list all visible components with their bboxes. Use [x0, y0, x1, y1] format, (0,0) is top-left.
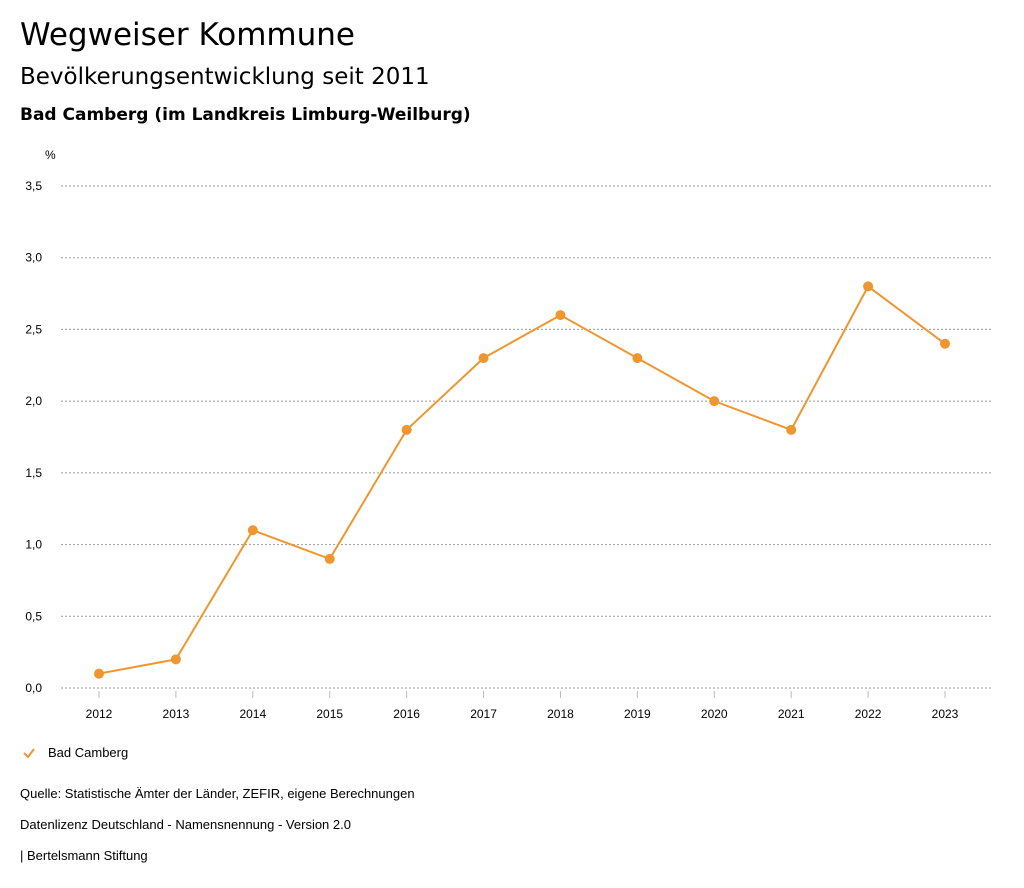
data-point	[401, 424, 412, 435]
x-tick-label: 2016	[393, 707, 420, 721]
data-point	[478, 353, 489, 364]
y-axis-label: %	[45, 148, 56, 162]
data-point	[632, 353, 643, 364]
data-point	[247, 525, 258, 536]
data-point	[324, 553, 335, 564]
x-tick-label: 2015	[316, 707, 343, 721]
y-tick-label: 3,0	[25, 251, 42, 265]
data-point	[170, 654, 181, 665]
y-tick-label: 3,5	[25, 179, 42, 193]
y-tick-label: 0,5	[25, 609, 42, 623]
checkmark-icon	[23, 747, 35, 759]
legend-label: Bad Camberg	[48, 745, 129, 760]
chart-subtitle: Bevölkerungsentwicklung seit 2011	[20, 64, 430, 90]
x-tick-label: 2022	[855, 707, 882, 721]
data-point	[940, 338, 950, 349]
x-tick-label: 2013	[163, 707, 190, 721]
y-tick-label: 0,0	[25, 681, 42, 695]
y-tick-label: 1,0	[25, 538, 42, 552]
page-title: Wegweiser Kommune	[20, 17, 355, 53]
series-line	[98, 284, 946, 675]
source-text: Quelle: Statistische Ämter der Länder, Z…	[20, 786, 415, 801]
x-tick-label: 2020	[701, 707, 728, 721]
x-tick-label: 2023	[932, 707, 959, 721]
y-tick-label: 2,5	[25, 322, 42, 336]
x-tick-label: 2019	[624, 707, 651, 721]
region-title: Bad Camberg (im Landkreis Limburg-Weilbu…	[20, 105, 471, 125]
y-tick-label: 2,0	[25, 394, 42, 408]
license-text: Datenlizenz Deutschland - Namensnennung …	[20, 817, 351, 832]
x-tick-label: 2018	[547, 707, 574, 721]
data-point	[863, 281, 874, 292]
x-tick-label: 2012	[86, 707, 113, 721]
data-point	[709, 396, 720, 407]
x-tick-label: 2021	[778, 707, 805, 721]
y-tick-label: 1,5	[25, 466, 42, 480]
legend-item[interactable]: Bad Camberg	[22, 745, 128, 760]
x-tick-label: 2017	[470, 707, 497, 721]
data-point	[555, 310, 566, 321]
x-tick-label: 2014	[239, 707, 266, 721]
data-point	[94, 668, 104, 679]
publisher-text: | Bertelsmann Stiftung	[20, 848, 148, 863]
data-point	[786, 424, 797, 435]
